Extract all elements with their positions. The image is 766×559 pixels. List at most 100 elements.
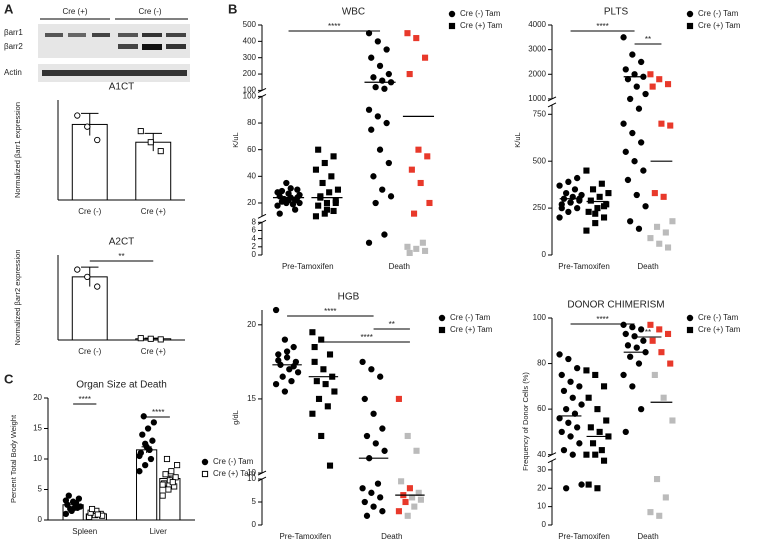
data-point — [594, 406, 601, 413]
data-point — [159, 492, 166, 499]
data-point — [363, 432, 371, 440]
data-point — [417, 179, 424, 187]
legend-label: Cre (-) Tam — [460, 9, 501, 18]
data-point — [332, 199, 339, 207]
y-axis-label: g/dL — [231, 410, 240, 425]
significance-label: ** — [645, 35, 651, 44]
data-point — [422, 54, 429, 61]
significance-label: **** — [360, 333, 372, 342]
data-point — [159, 481, 166, 488]
blot-band — [142, 33, 162, 37]
data-point — [656, 326, 663, 333]
data-point — [569, 394, 576, 401]
data-point — [94, 136, 101, 144]
data-point — [583, 451, 590, 458]
data-point — [638, 58, 645, 66]
data-point — [383, 119, 390, 127]
y-tick-label: 20 — [247, 320, 256, 329]
x-tick-label: Liver — [150, 527, 168, 536]
y-tick-label: 5 — [252, 497, 257, 506]
y-tick-label: 60 — [247, 145, 256, 154]
y-tick-label: 200 — [243, 69, 257, 78]
chart-title: A1CT — [109, 82, 135, 93]
data-point — [137, 335, 144, 342]
x-tick-label: Death — [637, 532, 658, 541]
data-point — [62, 510, 70, 518]
data-point — [365, 30, 373, 37]
data-point — [169, 479, 176, 486]
data-point — [387, 193, 395, 200]
data-point — [565, 419, 572, 426]
data-point — [281, 336, 289, 343]
data-point — [74, 266, 81, 273]
data-point — [368, 126, 375, 133]
data-point — [147, 335, 154, 342]
data-point — [411, 210, 418, 217]
significance-label: **** — [328, 22, 340, 31]
legend-marker — [201, 470, 209, 478]
data-point — [286, 366, 293, 373]
data-point — [583, 227, 590, 234]
data-point — [359, 358, 366, 366]
data-point — [368, 489, 375, 496]
data-point — [565, 355, 572, 363]
y-tick-label: 0 — [252, 250, 257, 259]
data-point — [567, 433, 574, 440]
blot-band — [42, 70, 187, 76]
blot-group: Cre (+) — [62, 7, 87, 16]
data-point — [600, 383, 608, 390]
data-point — [622, 148, 629, 155]
data-point — [656, 240, 663, 247]
data-point — [594, 205, 601, 212]
data-point — [629, 129, 636, 137]
data-point — [556, 415, 563, 422]
data-point — [638, 326, 645, 333]
y-tick-label: 10 — [537, 502, 546, 511]
data-point — [426, 199, 433, 207]
data-point — [567, 199, 574, 206]
data-point — [149, 437, 156, 444]
data-point — [376, 62, 384, 70]
x-tick-label: Cre (+) — [141, 207, 166, 216]
data-point — [669, 417, 676, 424]
data-point — [635, 360, 643, 367]
data-point — [631, 333, 638, 340]
data-point — [84, 273, 91, 281]
data-point — [381, 85, 388, 92]
data-point — [629, 51, 636, 58]
legend-label: Cre (-) Tam — [698, 313, 739, 322]
y-tick-label: 15 — [247, 394, 256, 403]
data-point — [596, 428, 603, 435]
y-tick-label: 500 — [243, 20, 257, 29]
data-point — [294, 369, 302, 376]
data-point — [640, 167, 647, 174]
data-point — [594, 485, 601, 492]
x-tick-label: Death — [381, 532, 402, 541]
data-point — [162, 471, 169, 478]
data-point — [587, 424, 594, 431]
data-point — [576, 383, 583, 390]
data-point — [587, 197, 594, 204]
data-point — [574, 364, 581, 372]
data-point — [600, 203, 608, 210]
data-point — [370, 503, 377, 510]
y-axis-label: Percent Total Body Weight — [9, 414, 18, 503]
axis-break — [257, 213, 267, 219]
y-tick-label: 40 — [247, 171, 256, 180]
data-point — [658, 120, 665, 127]
data-point — [385, 70, 392, 78]
data-point — [315, 395, 323, 402]
data-point — [379, 425, 386, 432]
legend-label: Cre (-) Tam — [698, 9, 739, 18]
axis-break — [547, 458, 557, 464]
y-tick-label: 0 — [542, 250, 547, 259]
x-tick-label: Cre (-) — [78, 347, 101, 356]
data-point — [359, 485, 366, 492]
data-point — [424, 153, 431, 160]
y-tick-label: 80 — [247, 118, 256, 127]
y-tick-label: 2 — [252, 242, 257, 251]
data-point — [62, 497, 70, 504]
data-point — [669, 218, 676, 225]
data-point — [137, 128, 144, 135]
